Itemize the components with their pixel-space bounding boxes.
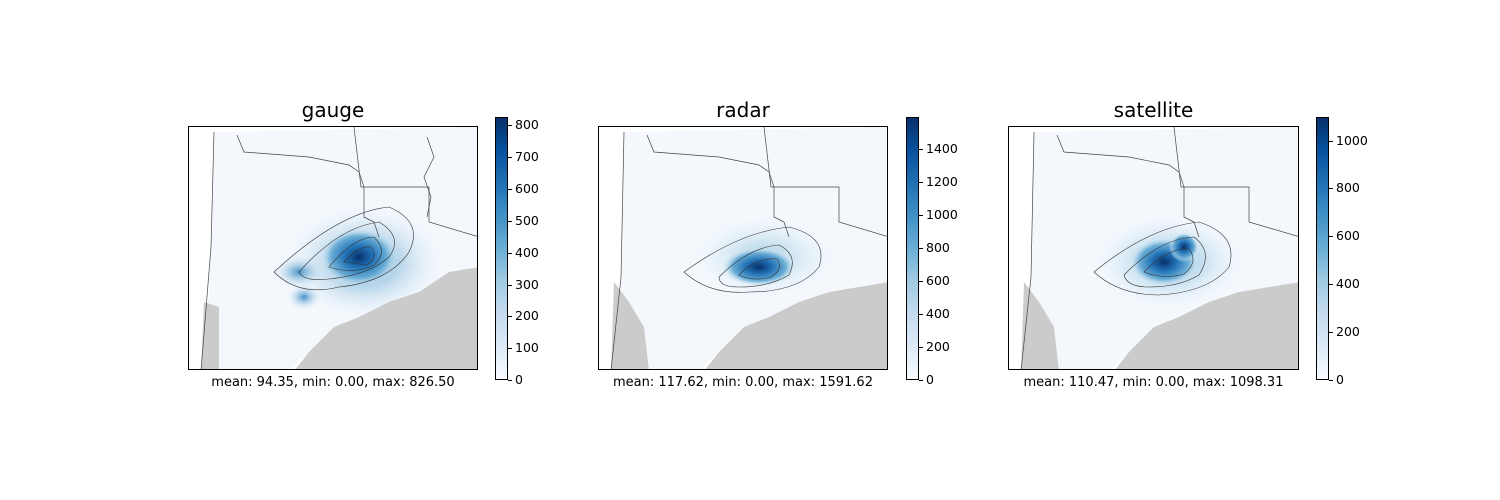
colorbar-tick-label: 1000 [926, 206, 958, 222]
colorbar-tick [508, 348, 512, 350]
colorbar-tick-label: 200 [1336, 324, 1360, 340]
colorbar-tick [1329, 380, 1333, 381]
colorbar-tick-label: 200 [926, 338, 950, 354]
colorbar-tick-label: 700 [515, 149, 539, 165]
colorbar-tick-label: 200 [515, 308, 539, 324]
panel-satellite: satellite [0, 0, 1368, 500]
colorbar-tick [919, 247, 923, 249]
chart-title: satellite [1113, 98, 1194, 122]
colorbar-tick [919, 313, 923, 315]
colorbar-tick-label: 800 [926, 239, 950, 255]
colorbar-tick [1329, 332, 1333, 334]
colorbar-tick-label: 600 [515, 181, 539, 197]
colorbar-tick-label: 300 [515, 276, 539, 292]
panel-radar: radar mean: 117 [0, 0, 958, 500]
map-svg [1009, 127, 1298, 369]
colorbar [1316, 117, 1329, 380]
colorbar-tick [508, 252, 512, 254]
stats-caption: mean: 94.35, min: 0.00, max: 826.50 [211, 375, 455, 390]
map-plot [598, 126, 888, 370]
stats-caption: mean: 110.47, min: 0.00, max: 1098.31 [1023, 375, 1284, 390]
colorbar-tick [919, 214, 923, 216]
colorbar-tick-label: 1400 [926, 140, 958, 156]
colorbar-tick [919, 380, 923, 381]
colorbar-tick [508, 157, 512, 159]
colorbar-tick [1329, 236, 1333, 238]
colorbar-tick [508, 125, 512, 127]
colorbar-tick-label: 1200 [926, 173, 958, 189]
colorbar-tick-label: 400 [926, 305, 950, 321]
colorbar-tick-label: 0 [515, 372, 523, 387]
chart-title: radar [716, 98, 770, 122]
colorbar-tick-label: 0 [926, 372, 934, 387]
stats-caption: mean: 117.62, min: 0.00, max: 1591.62 [613, 375, 873, 390]
colorbar-tick [919, 148, 923, 150]
colorbar-tick [919, 280, 923, 282]
colorbar-tick-label: 600 [926, 272, 950, 288]
colorbar-tick-label: 400 [515, 244, 539, 260]
colorbar-tick [508, 189, 512, 191]
map-plot [188, 126, 478, 370]
colorbar-tick [508, 380, 512, 381]
colorbar-tick-label: 100 [515, 340, 539, 356]
chart-title: gauge [301, 98, 365, 122]
colorbar-tick-label: 800 [515, 117, 539, 133]
colorbar-tick [1329, 140, 1333, 142]
colorbar-tick-label: 500 [515, 212, 539, 228]
map-plot [1008, 126, 1299, 370]
colorbar-tick [1329, 188, 1333, 190]
panel-gauge: gauge [0, 0, 539, 500]
colorbar-tick-label: 0 [1336, 372, 1344, 387]
colorbar-tick [508, 284, 512, 286]
colorbar-tick [508, 220, 512, 222]
colorbar-tick-label: 1000 [1336, 132, 1368, 148]
colorbar [495, 117, 508, 380]
colorbar-tick-label: 600 [1336, 228, 1360, 244]
colorbar-tick-label: 800 [1336, 180, 1360, 196]
colorbar-tick [1329, 284, 1333, 286]
colorbar-tick [919, 181, 923, 183]
colorbar-tick [919, 346, 923, 348]
colorbar-tick [508, 316, 512, 318]
colorbar [906, 117, 919, 380]
map-svg [599, 127, 887, 369]
colorbar-tick-label: 400 [1336, 276, 1360, 292]
map-svg [189, 127, 477, 369]
